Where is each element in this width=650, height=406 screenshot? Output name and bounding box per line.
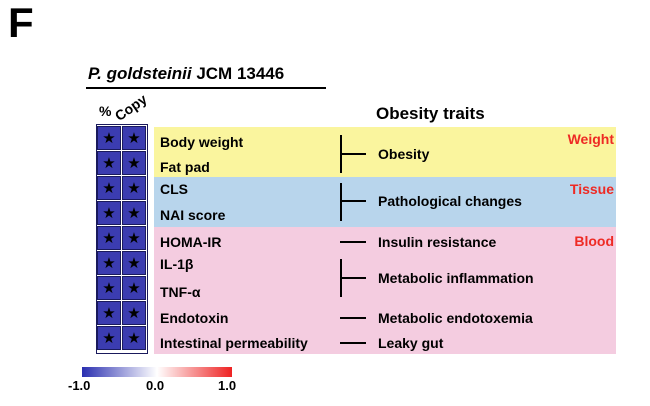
connector-line bbox=[340, 277, 366, 279]
heatmap-col-label-percent: % bbox=[99, 103, 112, 119]
trait-label: Body weight bbox=[160, 134, 244, 150]
heatmap-cell: ★ bbox=[97, 301, 121, 325]
category-band-weight bbox=[154, 127, 616, 177]
trait-label: IL-1β bbox=[160, 256, 194, 272]
colorbar-mid-label: 0.0 bbox=[146, 378, 165, 393]
traits-title: Obesity traits bbox=[376, 104, 485, 123]
heatmap-cell: ★ bbox=[97, 326, 121, 350]
heatmap-col-label-copy: Copy bbox=[111, 90, 150, 124]
title-underline bbox=[86, 87, 326, 89]
outcome-label: Obesity bbox=[378, 146, 430, 162]
trait-label: HOMA-IR bbox=[160, 234, 222, 250]
category-band-tissue bbox=[154, 177, 616, 227]
colorbar-max-label: 1.0 bbox=[218, 378, 237, 393]
heatmap-cell: ★ bbox=[122, 126, 146, 150]
trait-label: Fat pad bbox=[160, 159, 210, 175]
species-title: P. goldsteinii JCM 13446 bbox=[88, 64, 284, 84]
heatmap-cell: ★ bbox=[97, 226, 121, 250]
bracket-line bbox=[340, 183, 342, 221]
connector-line bbox=[340, 241, 366, 243]
heatmap-cell: ★ bbox=[97, 201, 121, 225]
outcome-label: Insulin resistance bbox=[378, 234, 497, 250]
outcome-label: Metabolic inflammation bbox=[378, 270, 534, 286]
trait-label: CLS bbox=[160, 181, 188, 197]
heatmap-cell: ★ bbox=[97, 251, 121, 275]
category-label-blood: Blood bbox=[574, 233, 614, 249]
connector-line bbox=[340, 342, 366, 344]
heatmap-cell: ★ bbox=[122, 251, 146, 275]
category-band-blood bbox=[154, 227, 616, 354]
category-label-tissue: Tissue bbox=[569, 181, 614, 197]
colorbar bbox=[82, 367, 232, 377]
connector-line bbox=[340, 153, 366, 155]
trait-label: TNF-α bbox=[160, 284, 201, 300]
heatmap-cell: ★ bbox=[122, 301, 146, 325]
heatmap-cell: ★ bbox=[97, 176, 121, 200]
heatmap-cell: ★ bbox=[122, 326, 146, 350]
trait-label: NAI score bbox=[160, 207, 226, 223]
species-name: P. goldsteinii bbox=[88, 64, 192, 83]
heatmap-cell: ★ bbox=[97, 126, 121, 150]
heatmap-cell: ★ bbox=[122, 276, 146, 300]
heatmap-cell: ★ bbox=[122, 176, 146, 200]
colorbar-min-label: -1.0 bbox=[68, 378, 91, 393]
connector-line bbox=[340, 317, 366, 319]
heatmap-cell: ★ bbox=[122, 226, 146, 250]
outcome-label: Leaky gut bbox=[378, 335, 444, 351]
trait-label: Endotoxin bbox=[160, 310, 229, 326]
heatmap-cell: ★ bbox=[97, 276, 121, 300]
heatmap-cell: ★ bbox=[97, 151, 121, 175]
species-strain: JCM 13446 bbox=[196, 64, 285, 83]
trait-label: Intestinal permeability bbox=[160, 335, 308, 351]
heatmap: ★ ★ ★ ★ ★ ★ ★ ★ ★ ★ ★ ★ ★ ★ ★ ★ ★ ★ bbox=[96, 124, 148, 354]
heatmap-cell: ★ bbox=[122, 201, 146, 225]
panel-letter: F bbox=[8, 0, 34, 46]
connector-line bbox=[340, 200, 366, 202]
category-label-weight: Weight bbox=[567, 131, 614, 147]
outcome-label: Pathological changes bbox=[378, 193, 522, 209]
heatmap-cell: ★ bbox=[122, 151, 146, 175]
outcome-label: Metabolic endotoxemia bbox=[378, 310, 533, 326]
